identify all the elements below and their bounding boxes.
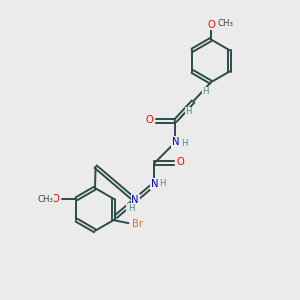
Text: H: H (128, 204, 135, 213)
Text: H: H (181, 139, 188, 148)
Text: N: N (172, 137, 179, 147)
Text: O: O (146, 115, 153, 125)
Text: O: O (207, 20, 215, 30)
Text: H: H (202, 87, 209, 96)
Text: Br: Br (132, 219, 143, 229)
Text: N: N (131, 195, 139, 205)
Text: N: N (151, 179, 158, 189)
Text: CH₃: CH₃ (37, 195, 53, 204)
Text: H: H (127, 205, 133, 214)
Text: H: H (160, 179, 166, 188)
Text: H: H (185, 107, 192, 116)
Text: O: O (51, 194, 59, 204)
Text: CH₃: CH₃ (218, 20, 233, 28)
Text: O: O (176, 158, 184, 167)
